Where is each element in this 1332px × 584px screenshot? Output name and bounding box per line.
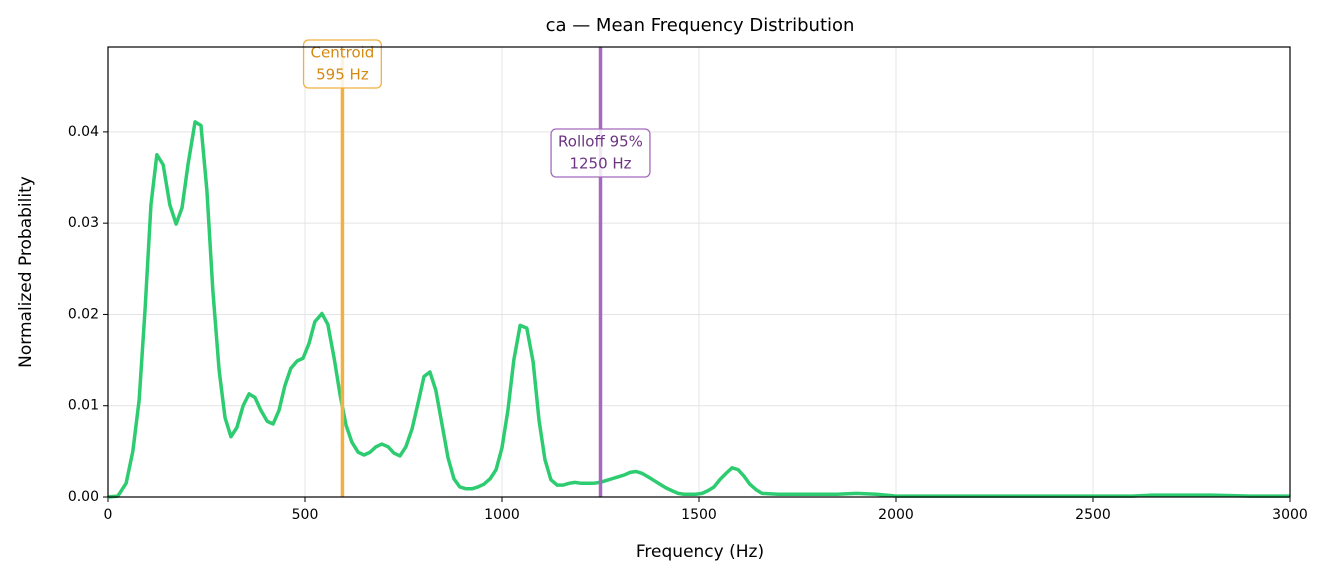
annotation-text: 1250 Hz [569, 155, 631, 173]
y-tick-label: 0.04 [68, 124, 99, 140]
annotation-text: Rolloff 95% [558, 133, 643, 151]
annotation-text: Centroid [311, 44, 375, 62]
x-tick-label: 0 [104, 507, 113, 523]
plot-frame [107, 46, 1291, 498]
y-tick-label: 0.01 [68, 398, 99, 414]
x-tick-label: 2500 [1075, 507, 1111, 523]
x-tick-label: 500 [292, 507, 319, 523]
annotation-label: Rolloff 95% 1250 Hz [550, 128, 651, 178]
grid [107, 47, 1291, 498]
y-axis-label: Normalized Probability [16, 176, 36, 368]
y-tick-label: 0.00 [68, 489, 99, 505]
x-axis-label: Frequency (Hz) [636, 542, 764, 562]
y-tick-label: 0.02 [68, 306, 99, 322]
x-tick-label: 3000 [1272, 507, 1308, 523]
annotation-text: 595 Hz [316, 66, 369, 84]
y-tick-label: 0.03 [68, 215, 99, 231]
x-tick-label: 1500 [681, 507, 717, 523]
annotation-box [302, 39, 382, 89]
annotation-label: Centroid 595 Hz [302, 39, 382, 89]
x-tick-label: 1000 [484, 507, 520, 523]
line-series [107, 120, 1290, 499]
annotation-box [550, 128, 651, 178]
x-tick-label: 2000 [878, 507, 914, 523]
chart-title: ca — Mean Frequency Distribution [546, 15, 855, 36]
